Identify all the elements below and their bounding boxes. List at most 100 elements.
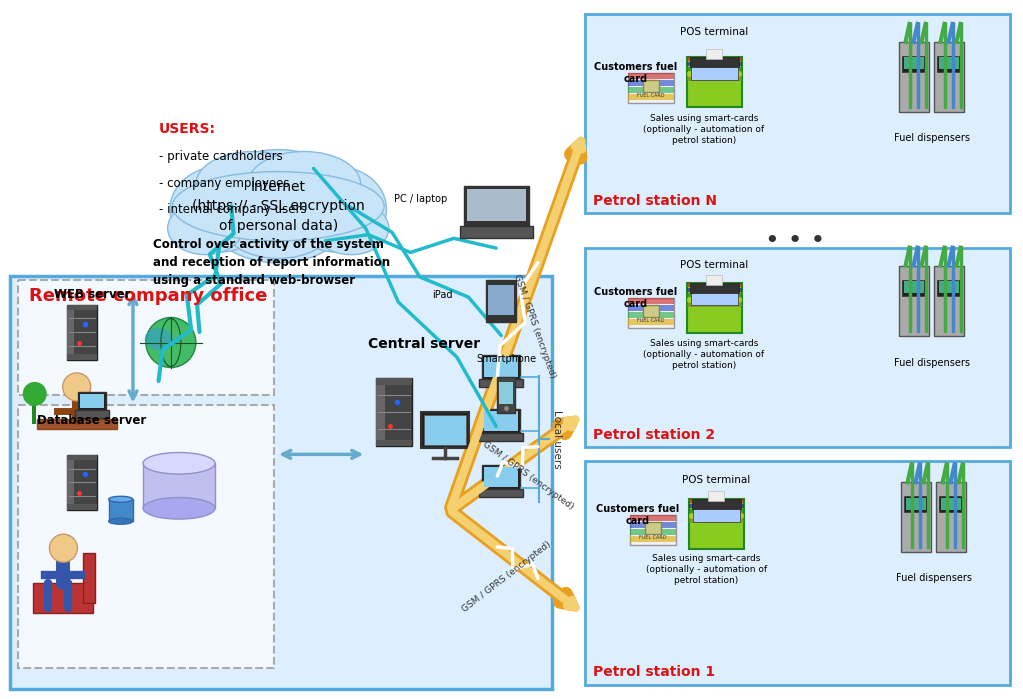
Bar xyxy=(628,94,673,100)
Bar xyxy=(143,463,215,508)
Bar xyxy=(686,287,742,291)
Bar xyxy=(686,282,742,333)
Bar xyxy=(936,482,966,552)
Bar xyxy=(484,357,519,377)
Bar xyxy=(688,499,744,503)
Bar xyxy=(903,281,924,293)
Bar xyxy=(375,440,412,447)
Bar xyxy=(901,56,926,72)
Bar xyxy=(686,62,742,66)
Text: Database server: Database server xyxy=(38,414,146,427)
Text: Petrol station 1: Petrol station 1 xyxy=(593,665,715,679)
Text: - internal company users: - internal company users xyxy=(159,203,306,217)
Bar xyxy=(482,355,521,379)
Bar xyxy=(693,504,740,521)
Ellipse shape xyxy=(170,166,269,252)
Bar xyxy=(688,504,744,508)
Ellipse shape xyxy=(248,152,361,217)
Text: WEB server: WEB server xyxy=(54,288,130,301)
Bar xyxy=(34,583,93,613)
Bar xyxy=(484,411,519,431)
Text: FUEL CARD: FUEL CARD xyxy=(637,318,664,323)
Bar xyxy=(903,57,924,69)
Bar xyxy=(466,189,526,221)
Bar xyxy=(375,378,385,447)
Bar xyxy=(459,226,533,238)
Text: GSM / GPRS (encrypted): GSM / GPRS (encrypted) xyxy=(460,540,552,614)
Bar xyxy=(630,515,675,545)
Bar xyxy=(66,455,75,510)
Bar xyxy=(903,496,928,512)
Ellipse shape xyxy=(144,328,173,350)
Bar xyxy=(630,522,675,528)
Bar xyxy=(901,280,926,296)
Bar xyxy=(479,489,524,498)
Bar xyxy=(686,282,742,287)
Text: iPad: iPad xyxy=(432,290,452,300)
Text: FUEL CARD: FUEL CARD xyxy=(639,535,666,540)
Bar xyxy=(585,14,1010,213)
Circle shape xyxy=(49,534,78,562)
Text: Fuel dispensers: Fuel dispensers xyxy=(893,133,970,143)
Bar xyxy=(421,412,469,448)
Bar xyxy=(486,280,517,322)
Bar xyxy=(78,392,105,410)
Bar xyxy=(628,298,673,304)
Bar xyxy=(628,73,673,79)
Bar xyxy=(690,57,739,68)
Text: Petrol station N: Petrol station N xyxy=(593,194,717,208)
Bar xyxy=(688,514,744,518)
Text: Local users: Local users xyxy=(552,410,563,468)
Ellipse shape xyxy=(108,518,133,524)
Bar xyxy=(938,57,959,69)
Ellipse shape xyxy=(143,498,215,519)
Bar xyxy=(686,78,742,82)
Bar xyxy=(585,461,1010,685)
Bar xyxy=(938,281,959,293)
Bar xyxy=(934,266,964,336)
Bar xyxy=(690,282,739,293)
Text: Customers fuel
card: Customers fuel card xyxy=(596,504,679,526)
Text: Petrol station 2: Petrol station 2 xyxy=(593,428,715,442)
Bar xyxy=(898,266,929,336)
Bar xyxy=(66,305,75,359)
Text: POS terminal: POS terminal xyxy=(682,475,750,484)
Text: GSM / GPRS (encrypted): GSM / GPRS (encrypted) xyxy=(513,273,558,379)
Bar xyxy=(686,303,742,307)
Circle shape xyxy=(23,382,47,406)
Text: Fuel dispensers: Fuel dispensers xyxy=(895,573,972,583)
Bar xyxy=(905,498,926,510)
Bar xyxy=(479,379,524,387)
Bar xyxy=(642,80,659,92)
Bar xyxy=(628,305,673,311)
Bar xyxy=(938,496,963,512)
Bar xyxy=(10,276,552,689)
Bar xyxy=(628,80,673,86)
Bar xyxy=(898,42,929,112)
Bar xyxy=(66,305,97,310)
Bar xyxy=(630,529,675,535)
Ellipse shape xyxy=(225,198,331,259)
Bar xyxy=(900,482,931,552)
Text: POS terminal: POS terminal xyxy=(680,260,748,270)
Bar xyxy=(75,410,108,418)
Circle shape xyxy=(146,317,195,368)
Bar xyxy=(80,394,103,408)
Text: Customers fuel
card: Customers fuel card xyxy=(594,287,677,309)
Ellipse shape xyxy=(168,202,243,254)
Bar xyxy=(688,510,744,513)
Bar xyxy=(108,499,133,521)
Bar xyxy=(66,504,97,510)
Text: PC / laptop: PC / laptop xyxy=(394,194,447,204)
Bar xyxy=(691,287,738,305)
Text: Internet
(https:// - SSL encryption
of personal data): Internet (https:// - SSL encryption of p… xyxy=(192,180,364,233)
Bar xyxy=(32,399,36,424)
Bar xyxy=(688,519,744,524)
Ellipse shape xyxy=(202,150,355,263)
Bar xyxy=(375,378,412,385)
Bar xyxy=(628,312,673,318)
Circle shape xyxy=(62,373,91,401)
Bar xyxy=(940,498,961,510)
Bar xyxy=(692,499,741,510)
Bar xyxy=(706,50,722,59)
